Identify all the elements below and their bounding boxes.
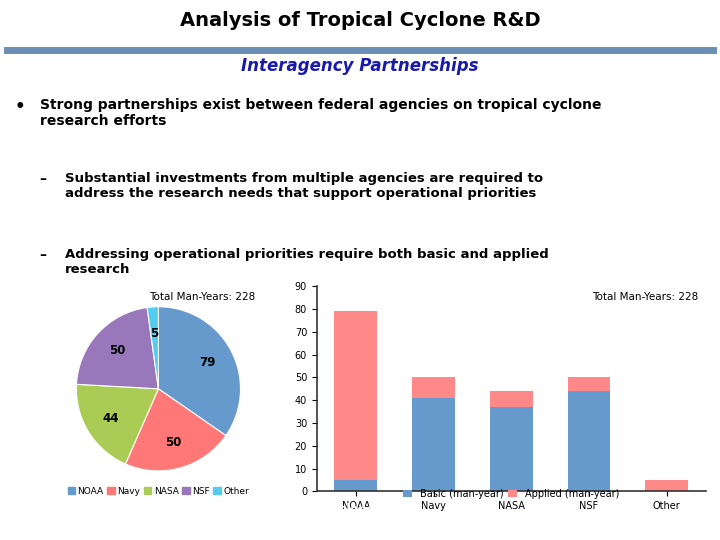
Text: Total Man-Years: 228: Total Man-Years: 228 bbox=[592, 292, 698, 302]
Text: Research: Research bbox=[22, 521, 83, 535]
Text: 9: 9 bbox=[689, 511, 698, 525]
Bar bbox=[490, 407, 533, 491]
Text: Total Man-Years: 228: Total Man-Years: 228 bbox=[148, 292, 255, 302]
Text: 5: 5 bbox=[150, 327, 158, 340]
Text: Strong partnerships exist between federal agencies on tropical cyclone
research : Strong partnerships exist between federa… bbox=[40, 98, 601, 128]
Legend: Basic (man-year), Applied (man-year): Basic (man-year), Applied (man-year) bbox=[400, 485, 623, 503]
Wedge shape bbox=[158, 307, 240, 436]
Bar bbox=[567, 377, 611, 391]
Wedge shape bbox=[76, 307, 158, 389]
Bar bbox=[412, 398, 455, 491]
Text: 79: 79 bbox=[199, 356, 216, 369]
Bar bbox=[490, 391, 533, 407]
Text: Interagency Partnerships: Interagency Partnerships bbox=[241, 57, 479, 75]
Bar bbox=[335, 480, 377, 491]
Text: OFCM-Sponsored Working Group for Tropical Cyclone: OFCM-Sponsored Working Group for Tropica… bbox=[22, 503, 374, 516]
Text: Analysis of Tropical Cyclone R&D: Analysis of Tropical Cyclone R&D bbox=[180, 11, 540, 30]
Text: 50: 50 bbox=[166, 436, 181, 449]
Bar bbox=[645, 480, 688, 491]
Bar bbox=[335, 311, 377, 480]
Text: 44: 44 bbox=[103, 411, 119, 424]
Text: 50: 50 bbox=[109, 345, 125, 357]
Wedge shape bbox=[125, 389, 226, 471]
Wedge shape bbox=[147, 307, 158, 389]
Text: –: – bbox=[40, 172, 47, 186]
Text: •: • bbox=[14, 98, 25, 116]
Text: Addressing operational priorities require both basic and applied
research: Addressing operational priorities requir… bbox=[65, 248, 549, 275]
Text: Substantial investments from multiple agencies are required to
address the resea: Substantial investments from multiple ag… bbox=[65, 172, 543, 200]
Bar bbox=[412, 377, 455, 398]
Wedge shape bbox=[76, 384, 158, 464]
Bar bbox=[567, 391, 611, 491]
Text: WG/TCR: WG/TCR bbox=[526, 511, 594, 526]
Legend: NOAA, Navy, NASA, NSF, Other: NOAA, Navy, NASA, NSF, Other bbox=[64, 483, 253, 499]
Text: –: – bbox=[40, 248, 47, 262]
